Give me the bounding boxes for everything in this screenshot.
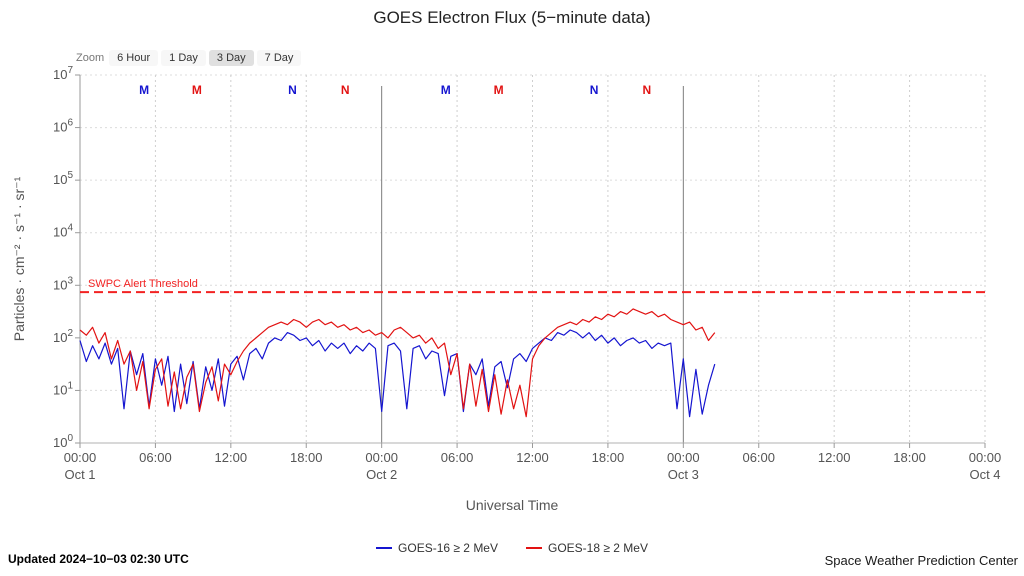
svg-text:Oct 4: Oct 4	[969, 467, 1000, 482]
svg-text:18:00: 18:00	[290, 450, 323, 465]
svg-text:06:00: 06:00	[139, 450, 172, 465]
svg-text:107: 107	[53, 65, 73, 82]
svg-text:M: M	[192, 83, 202, 97]
goes18-line-swatch	[526, 547, 542, 549]
svg-text:SWPC Alert Threshold: SWPC Alert Threshold	[88, 278, 198, 290]
svg-text:00:00: 00:00	[365, 450, 398, 465]
zoom-button-7-day[interactable]: 7 Day	[256, 50, 302, 66]
svg-text:18:00: 18:00	[592, 450, 625, 465]
updated-timestamp: Updated 2024−10−03 02:30 UTC	[8, 552, 189, 566]
svg-text:12:00: 12:00	[215, 450, 248, 465]
svg-text:N: N	[590, 83, 599, 97]
svg-text:12:00: 12:00	[516, 450, 549, 465]
svg-text:00:00: 00:00	[969, 450, 1002, 465]
chart-legend: GOES-16 ≥ 2 MeV GOES-18 ≥ 2 MeV	[0, 541, 1024, 555]
svg-text:06:00: 06:00	[742, 450, 775, 465]
zoom-button-1-day[interactable]: 1 Day	[161, 50, 206, 66]
legend-item-goes16[interactable]: GOES-16 ≥ 2 MeV	[376, 541, 498, 555]
svg-text:Particles · cm⁻² · s⁻¹ · sr⁻¹: Particles · cm⁻² · s⁻¹ · sr⁻¹	[11, 176, 27, 341]
svg-text:104: 104	[53, 223, 73, 240]
flux-chart-plot[interactable]: 00:00 Oct 1 06:00 12:00 18:00 00:00 Oct 2 06:00…	[0, 0, 1024, 530]
svg-text:Oct 1: Oct 1	[64, 467, 95, 482]
zoom-buttons: 6 Hour 1 Day 3 Day 7 Day	[109, 50, 302, 66]
svg-text:18:00: 18:00	[893, 450, 926, 465]
svg-text:N: N	[643, 83, 652, 97]
zoom-controls: Zoom 6 Hour 1 Day 3 Day 7 Day	[76, 50, 302, 66]
goes16-line-swatch	[376, 547, 393, 549]
svg-text:101: 101	[53, 380, 73, 397]
svg-text:N: N	[288, 83, 297, 97]
x-axis-title: Universal Time	[465, 497, 559, 513]
svg-text:00:00: 00:00	[64, 450, 97, 465]
legend-label-goes16: GOES-16 ≥ 2 MeV	[398, 541, 498, 555]
svg-text:12:00: 12:00	[818, 450, 851, 465]
zoom-button-6-hour[interactable]: 6 Hour	[109, 50, 159, 66]
svg-text:06:00: 06:00	[441, 450, 474, 465]
svg-text:M: M	[441, 83, 451, 97]
chart-title: GOES Electron Flux (5−minute data)	[373, 8, 651, 27]
svg-text:Oct 3: Oct 3	[668, 467, 699, 482]
zoom-button-3-day[interactable]: 3 Day	[208, 50, 254, 66]
svg-text:105: 105	[53, 170, 73, 187]
svg-text:100: 100	[53, 433, 73, 450]
svg-text:Oct 2: Oct 2	[366, 467, 397, 482]
zoom-label: Zoom	[76, 52, 105, 64]
svg-text:M: M	[494, 83, 504, 97]
svg-text:102: 102	[53, 328, 73, 345]
svg-text:N: N	[341, 83, 350, 97]
legend-item-goes18[interactable]: GOES-18 ≥ 2 MeV	[526, 541, 648, 555]
svg-text:103: 103	[53, 275, 73, 292]
svg-text:106: 106	[53, 118, 73, 135]
svg-text:00:00: 00:00	[667, 450, 700, 465]
legend-label-goes18: GOES-18 ≥ 2 MeV	[548, 541, 648, 555]
svg-text:M: M	[139, 83, 149, 97]
source-attribution: Space Weather Prediction Center	[824, 553, 1018, 568]
